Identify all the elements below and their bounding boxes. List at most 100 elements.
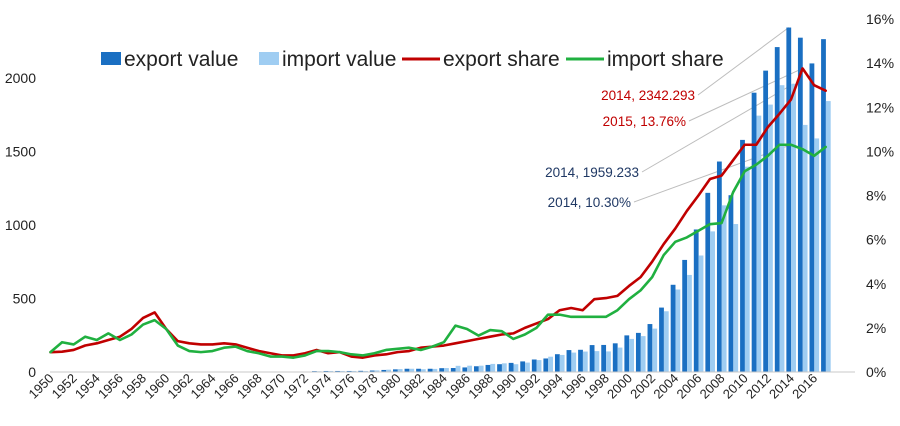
legend-item-export-value: export value bbox=[101, 48, 238, 71]
bars-layer bbox=[312, 27, 831, 373]
lines-layer bbox=[49, 67, 827, 359]
bar-import-value-1982 bbox=[420, 369, 426, 372]
bar-import-value-1980 bbox=[397, 369, 403, 372]
x-axis-tick-label: 1990 bbox=[488, 371, 519, 402]
bar-import-value-2014 bbox=[791, 83, 796, 373]
bar-export-value-1980 bbox=[393, 369, 398, 372]
bar-export-value-1984 bbox=[439, 368, 445, 372]
annotation-leader-line bbox=[697, 27, 790, 96]
legend-item-export-share: export share bbox=[402, 48, 560, 71]
x-axis-tick-label: 1994 bbox=[535, 371, 566, 402]
x-axis-tick-label: 1974 bbox=[303, 371, 334, 402]
bar-export-value-2002 bbox=[647, 324, 653, 372]
right-axis-ticks: 0% 2% 4% 6% 8% 10% 12% 14% 16% bbox=[866, 11, 894, 380]
bar-export-value-2000 bbox=[624, 335, 630, 372]
bar-import-value-1989 bbox=[501, 363, 507, 372]
x-axis-tick-label: 1952 bbox=[49, 371, 80, 402]
bar-export-value-1986 bbox=[462, 367, 468, 372]
bar-export-value-1999 bbox=[612, 343, 618, 372]
legend-item-import-share: import share bbox=[566, 48, 724, 71]
right-axis-tick-label: 8% bbox=[866, 188, 886, 204]
bar-export-value-2016 bbox=[809, 63, 815, 373]
line-export-share bbox=[49, 67, 827, 359]
legend-label-import-share: import share bbox=[607, 48, 724, 71]
annotation-label: 2014, 1959.233 bbox=[545, 165, 639, 180]
bar-import-value-1988 bbox=[490, 363, 496, 372]
bar-import-value-2002 bbox=[652, 328, 658, 372]
bar-export-value-1991 bbox=[520, 361, 526, 372]
bar-import-value-2013 bbox=[779, 85, 785, 372]
bar-export-value-1989 bbox=[497, 364, 502, 372]
x-axis-tick-label: 1996 bbox=[558, 371, 589, 402]
left-axis-tick-label: 0 bbox=[28, 364, 36, 380]
bar-import-value-1977 bbox=[363, 370, 368, 372]
x-axis-tick-label: 2012 bbox=[743, 371, 774, 402]
x-axis-tick-label: 1970 bbox=[257, 371, 288, 402]
bar-export-value-2017 bbox=[821, 39, 826, 373]
bar-export-value-1987 bbox=[473, 366, 479, 372]
legend-swatch-export-value bbox=[101, 52, 121, 65]
bar-export-value-1975 bbox=[335, 370, 340, 372]
bar-export-value-1996 bbox=[578, 349, 583, 372]
x-axis-tick-label: 1966 bbox=[211, 371, 242, 402]
bar-import-value-2008 bbox=[721, 205, 727, 372]
bar-export-value-1985 bbox=[450, 368, 456, 372]
right-axis-tick-label: 16% bbox=[866, 11, 894, 27]
left-axis-tick-label: 2000 bbox=[5, 70, 36, 86]
bar-import-value-2016 bbox=[814, 138, 820, 372]
right-axis-tick-label: 12% bbox=[866, 99, 894, 115]
right-axis-tick-label: 2% bbox=[866, 320, 886, 336]
bar-import-value-2017 bbox=[825, 101, 831, 372]
left-axis-ticks: 0 500 1000 1500 2000 bbox=[5, 70, 36, 380]
x-axis-tick-label: 2004 bbox=[650, 371, 681, 402]
bar-import-value-2004 bbox=[675, 289, 681, 372]
line-import-share bbox=[49, 143, 827, 359]
x-axis-tick-label: 1960 bbox=[141, 371, 172, 402]
bar-import-value-2011 bbox=[756, 115, 762, 372]
x-axis-tick-label: 1964 bbox=[188, 371, 219, 402]
right-axis-tick-label: 4% bbox=[866, 276, 886, 292]
bar-export-value-2001 bbox=[635, 332, 641, 372]
bar-import-value-1979 bbox=[386, 369, 392, 372]
right-axis-tick-label: 0% bbox=[866, 364, 886, 380]
bar-export-value-1998 bbox=[601, 344, 607, 372]
right-axis-tick-label: 14% bbox=[866, 55, 894, 71]
x-axis-tick-label: 1986 bbox=[442, 371, 473, 402]
bar-export-value-1978 bbox=[369, 370, 375, 372]
bar-export-value-2008 bbox=[716, 161, 722, 372]
bar-export-value-1974 bbox=[323, 370, 329, 372]
bar-import-value-2001 bbox=[640, 336, 646, 372]
bar-import-value-1993 bbox=[548, 356, 554, 372]
bar-export-value-2007 bbox=[705, 192, 711, 372]
bar-import-value-1990 bbox=[513, 364, 519, 372]
annotation-label: 2014, 2342.293 bbox=[601, 88, 695, 103]
x-axis-tick-label: 2016 bbox=[789, 371, 820, 402]
legend-label-import-value: import value bbox=[282, 48, 396, 71]
bar-import-value-1978 bbox=[374, 370, 380, 372]
bar-import-value-1985 bbox=[455, 365, 461, 372]
left-axis-tick-label: 1000 bbox=[5, 217, 36, 233]
bar-export-value-2015 bbox=[797, 37, 803, 373]
bar-export-value-1982 bbox=[416, 368, 421, 372]
right-axis-tick-label: 6% bbox=[866, 232, 886, 248]
bar-import-value-2000 bbox=[629, 338, 634, 372]
x-axis-tick-label: 1978 bbox=[350, 371, 381, 402]
bar-export-value-2005 bbox=[682, 259, 688, 372]
bar-export-value-1976 bbox=[346, 370, 352, 372]
bar-export-value-2013 bbox=[774, 47, 780, 373]
bar-import-value-1974 bbox=[328, 370, 334, 372]
bar-import-value-1996 bbox=[582, 351, 588, 372]
bar-export-value-1997 bbox=[589, 345, 595, 372]
bar-import-value-2005 bbox=[687, 274, 692, 372]
x-axis-tick-label: 2008 bbox=[697, 371, 728, 402]
bar-import-value-1975 bbox=[339, 370, 345, 372]
x-axis-tick-label: 1956 bbox=[95, 371, 126, 402]
bar-export-value-2006 bbox=[693, 229, 699, 372]
bar-export-value-1993 bbox=[543, 358, 549, 372]
annotation-leader-line bbox=[688, 67, 803, 122]
x-axis-tick-label: 2010 bbox=[720, 371, 751, 402]
legend-label-export-value: export value bbox=[124, 48, 238, 71]
bar-import-value-1986 bbox=[467, 365, 473, 372]
annotations: 2014, 2342.293 2015, 13.76% 2014, 1959.233… bbox=[545, 88, 695, 210]
